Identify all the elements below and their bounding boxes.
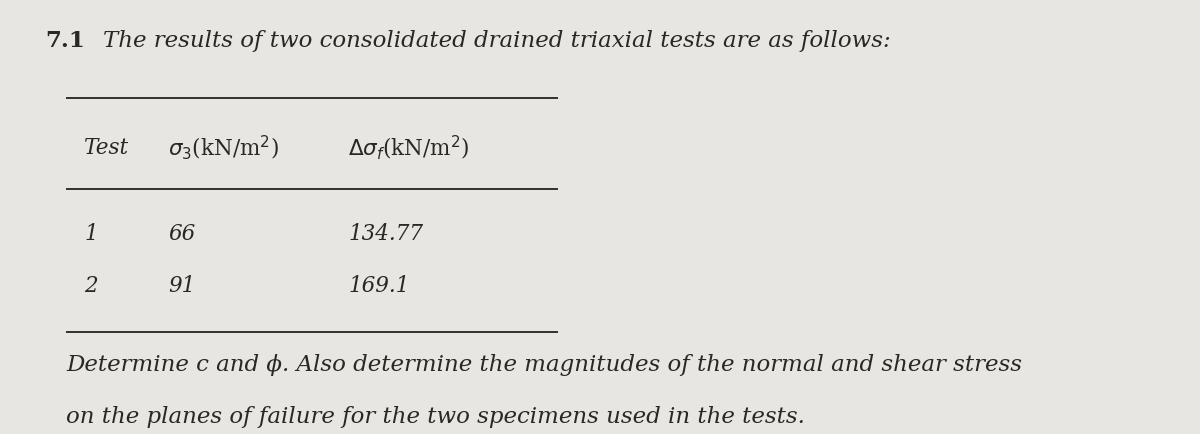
Text: 169.1: 169.1 [348, 276, 409, 297]
Text: on the planes of failure for the two specimens used in the tests.: on the planes of failure for the two spe… [66, 406, 805, 428]
Text: Determine c and ϕ. Also determine the magnitudes of the normal and shear stress: Determine c and ϕ. Also determine the ma… [66, 354, 1022, 376]
Text: 1: 1 [84, 224, 97, 245]
Text: 7.1: 7.1 [46, 30, 85, 53]
Text: $\sigma_3$(kN/m$^2$): $\sigma_3$(kN/m$^2$) [168, 133, 278, 162]
Text: 2: 2 [84, 276, 97, 297]
Text: $\Delta\sigma_f$(kN/m$^2$): $\Delta\sigma_f$(kN/m$^2$) [348, 133, 469, 162]
Text: 66: 66 [168, 224, 196, 245]
Text: The results of two consolidated drained triaxial tests are as follows:: The results of two consolidated drained … [103, 30, 890, 53]
Text: 91: 91 [168, 276, 196, 297]
Text: 134.77: 134.77 [348, 224, 424, 245]
Text: Test: Test [84, 137, 130, 158]
